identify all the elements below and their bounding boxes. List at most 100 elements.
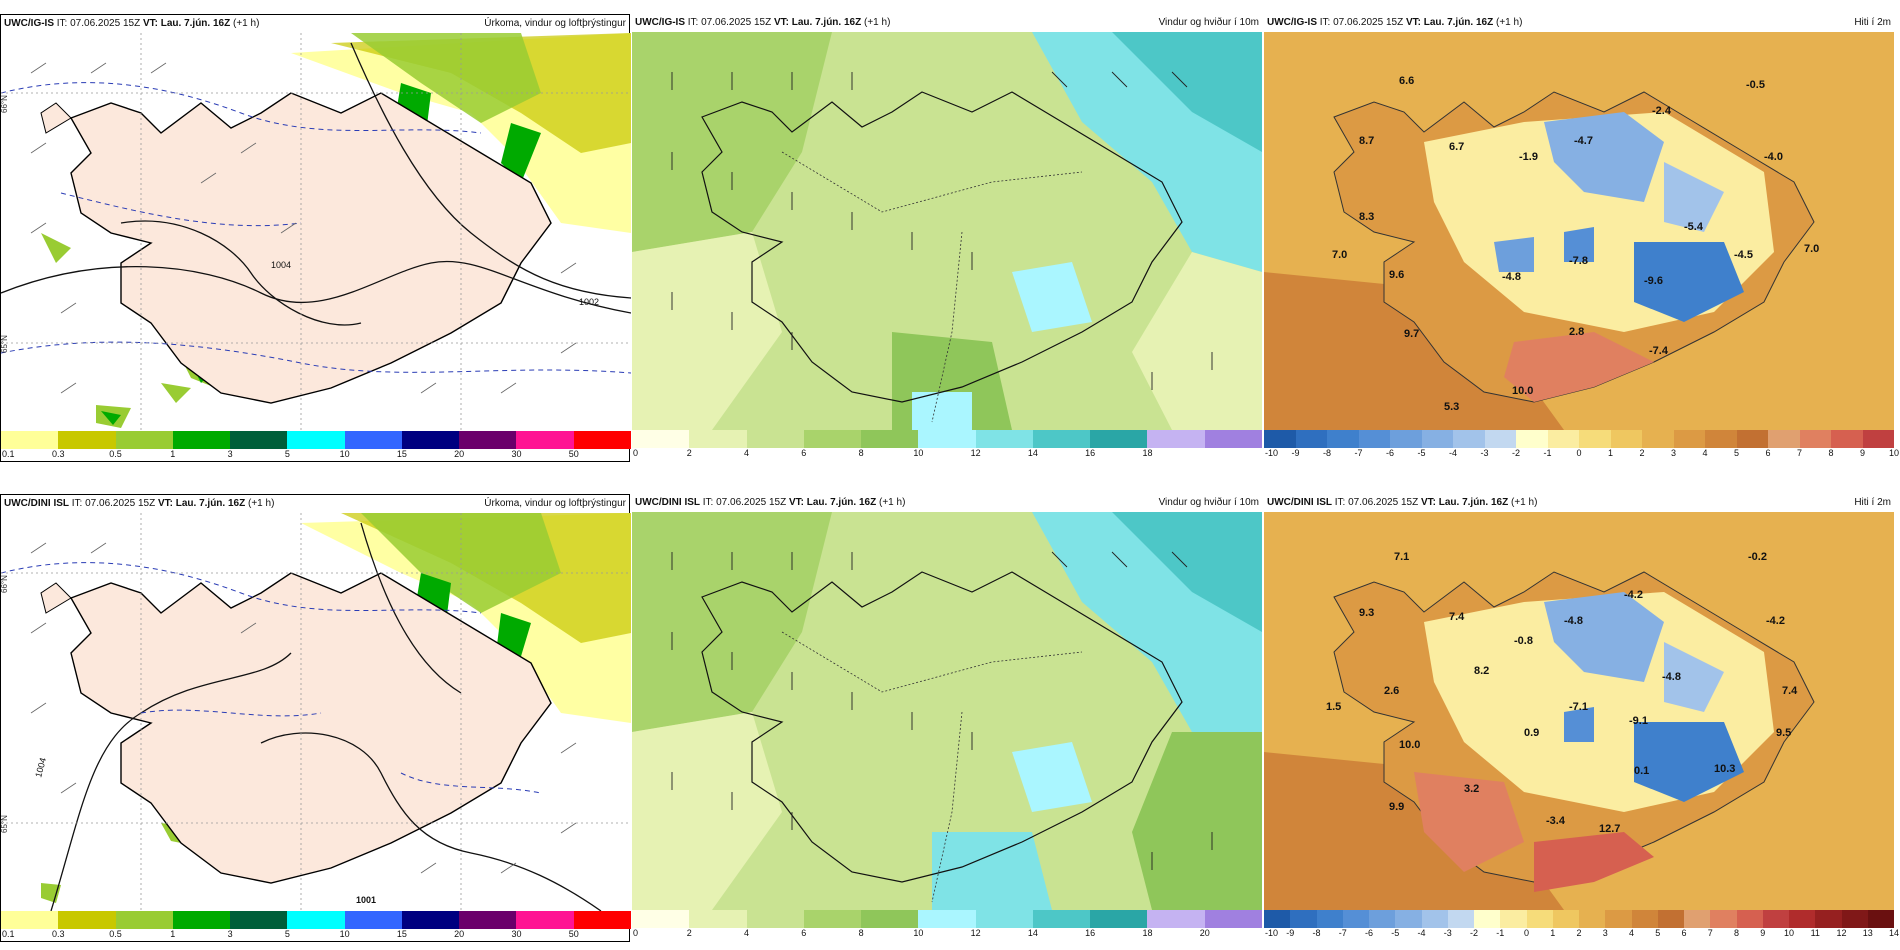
colorbar-tick-label: -7: [1338, 928, 1347, 938]
colorbar-segment: [459, 911, 517, 929]
colorbar-tick-label: 5: [1655, 928, 1661, 938]
colorbar-segment: [1736, 910, 1763, 928]
colorbar: [632, 430, 1262, 448]
temperature-value: 12.7: [1599, 823, 1620, 835]
colorbar-tick-label: 15: [396, 929, 407, 939]
map[interactable]: 1004 1001 66°N 65°N: [1, 513, 631, 911]
wind-speed-shading: [632, 32, 1262, 430]
colorbar-segment: [1684, 910, 1711, 928]
colorbar-tick-label: 2: [686, 448, 692, 458]
colorbar-segment: [1204, 430, 1262, 448]
colorbar-segment: [1526, 910, 1553, 928]
temperature-value: -4.8: [1564, 615, 1583, 627]
colorbar-segment: [918, 910, 976, 928]
colorbar-labels: 0 2 4 6 8 10 12 14 16 18: [632, 448, 1262, 460]
colorbar-segment: [1762, 910, 1789, 928]
colorbar-tick-label: -3: [1443, 928, 1452, 938]
panel-header: UWC/DINI ISL IT: 07.06.2025 15Z VT: Lau.…: [1, 495, 629, 513]
issue-time: IT: 07.06.2025 15Z: [1334, 497, 1419, 508]
colorbar-tick-label: -9: [1286, 928, 1295, 938]
colorbar-segment: [459, 431, 517, 449]
colorbar-tick-label: -1: [1543, 448, 1552, 458]
lead-time: (+1 h): [879, 497, 906, 508]
colorbar-tick-label: 20: [454, 929, 465, 939]
temperature-shading: [1333, 91, 1815, 403]
colorbar-segment: [230, 911, 288, 929]
temperature-value: 6.7: [1449, 141, 1464, 153]
colorbar-segment: [115, 911, 173, 929]
wind-arrows: [671, 71, 1213, 390]
temperature-contours: [1, 82, 631, 374]
colorbar-segment: [1789, 910, 1816, 928]
colorbar-tick-label: 16: [1085, 928, 1096, 938]
lead-time: (+1 h): [1511, 497, 1538, 508]
map[interactable]: 1004 1002 66°N 65°N: [1, 33, 631, 431]
colorbar-segment: [1799, 430, 1831, 448]
colorbar-tick-label: 2: [686, 928, 692, 938]
panel-title: Úrkoma, vindur og loftþrýstingur: [484, 498, 626, 509]
temperature-value: 10.0: [1512, 385, 1533, 397]
colorbar-tick-label: 7: [1707, 928, 1713, 938]
lead-time: (+1 h): [864, 17, 891, 28]
panel-title: Vindur og hviður í 10m: [1158, 17, 1259, 28]
map[interactable]: [632, 32, 1262, 430]
colorbar-labels: 0 2 4 6 8 10 12 14 16 18 20: [632, 928, 1262, 940]
colorbar-tick-label: 8: [1733, 928, 1740, 938]
colorbar-segment: [1815, 910, 1842, 928]
panel-header: UWC/IG-IS IT: 07.06.2025 15Z VT: Lau. 7.…: [1264, 14, 1894, 32]
colorbar-segment: [1090, 910, 1148, 928]
panel-title: Hiti í 2m: [1854, 497, 1891, 508]
colorbar-tick-label: 10: [339, 929, 350, 939]
colorbar-tick-label: 1: [170, 449, 176, 459]
issue-time: IT: 07.06.2025 15Z: [1319, 17, 1404, 28]
valid-time: VT: Lau. 7.jún. 16Z: [1420, 497, 1509, 508]
colorbar-segment: [1484, 430, 1516, 448]
temperature-value: -4.8: [1662, 671, 1681, 683]
colorbar-tick-label: 0.3: [52, 929, 65, 939]
colorbar-tick-label: 5: [1733, 448, 1740, 458]
colorbar: [1264, 910, 1894, 928]
colorbar-segment: [401, 431, 460, 449]
temperature-contours: [1, 562, 542, 794]
temperature-value: -2.4: [1652, 105, 1672, 117]
precip-panel-igis: UWC/IG-IS IT: 07.06.2025 15Z VT: Lau. 7.…: [0, 14, 631, 462]
panel-header: UWC/IG-IS IT: 07.06.2025 15Z VT: Lau. 7.…: [632, 14, 1262, 32]
colorbar-tick-label: 3: [227, 449, 233, 459]
valid-time: VT: Lau. 7.jún. 16Z: [773, 17, 862, 28]
colorbar-tick-label: -5: [1391, 928, 1400, 938]
colorbar-tick-label: 9: [1760, 928, 1766, 938]
colorbar-segment: [1862, 430, 1894, 448]
temperature-value: 10.0: [1399, 739, 1420, 751]
map[interactable]: [632, 512, 1262, 910]
temperature-value: -4.7: [1574, 135, 1593, 147]
colorbar-tick-label: -2: [1469, 928, 1479, 938]
lat-label: 66°N: [1, 95, 9, 113]
temperature-value: 7.0: [1804, 243, 1819, 255]
colorbar-tick-label: 11: [1810, 928, 1820, 938]
temperature-value: -4.0: [1764, 151, 1783, 163]
wind-arrows: [671, 551, 1213, 870]
colorbar-tick-label: 5: [284, 929, 290, 939]
colorbar-tick-label: 14: [1888, 928, 1900, 938]
valid-time: VT: Lau. 7.jún. 16Z: [1405, 17, 1494, 28]
model-name: UWC/IG-IS: [4, 18, 54, 29]
colorbar-tick-label: 6: [1681, 928, 1687, 938]
map[interactable]: 6.6 8.7 6.7 -1.9 -4.7 -2.4 -0.5 -4.0 8.3…: [1264, 32, 1894, 430]
lead-time: (+1 h): [1496, 17, 1523, 28]
valid-time: VT: Lau. 7.jún. 16Z: [157, 498, 246, 509]
temperature-value: -9.6: [1644, 275, 1663, 287]
map[interactable]: 7.1 -0.2 9.3 7.4 -4.8 -4.2 -4.2 -0.8 8.2…: [1264, 512, 1894, 910]
model-name: UWC/DINI ISL: [4, 498, 69, 509]
colorbar-segment: [1736, 430, 1768, 448]
colorbar-segment: [1673, 430, 1705, 448]
colorbar-segment: [1390, 430, 1422, 448]
colorbar-segment: [1147, 910, 1205, 928]
colorbar-segment: [1204, 910, 1262, 928]
colorbar-segment: [1032, 430, 1091, 448]
temperature-value: 6.6: [1399, 75, 1414, 87]
colorbar-segment: [1552, 910, 1579, 928]
temperature-value: 7.1: [1394, 551, 1409, 563]
panel-header: UWC/IG-IS IT: 07.06.2025 15Z VT: Lau. 7.…: [1, 15, 629, 33]
colorbar-tick-label: 10: [1783, 928, 1795, 938]
lat-lines: [1, 513, 631, 911]
